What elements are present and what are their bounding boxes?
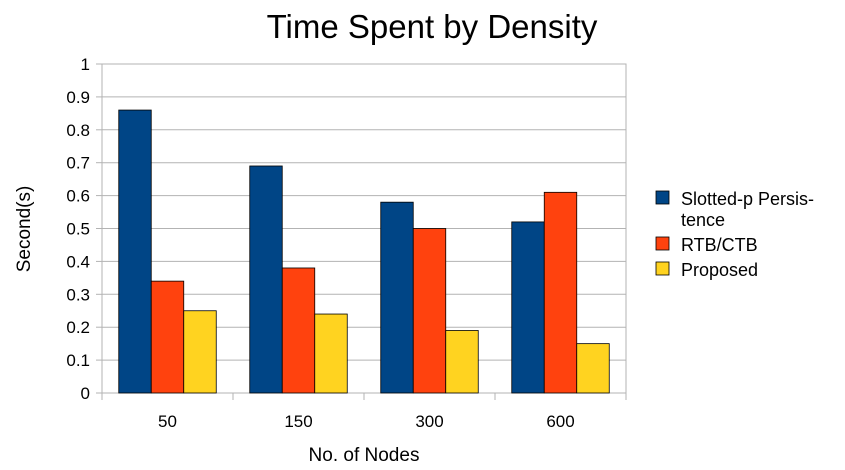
y-tick-label: 0.3 — [66, 285, 90, 304]
y-tick-label: 1 — [81, 55, 90, 74]
bar-proposed-150 — [314, 313, 348, 394]
bar-proposed-600 — [576, 343, 610, 394]
y-tick-label: 0.8 — [66, 121, 90, 140]
bar-proposed-50 — [183, 310, 217, 394]
y-tick-label: 0.6 — [66, 187, 90, 206]
x-tick-label: 50 — [158, 412, 177, 431]
y-tick-label: 0.1 — [66, 351, 90, 370]
bar-rtb-ctb-150 — [281, 267, 316, 394]
axes — [96, 63, 627, 400]
x-tick-label: 300 — [415, 412, 443, 431]
y-tick-label: 0.4 — [66, 252, 90, 271]
y-tick-label: 0.9 — [66, 88, 90, 107]
y-axis-title: Second(s) — [14, 186, 35, 273]
legend-swatch-proposed — [655, 261, 670, 276]
bar-proposed-300 — [445, 330, 479, 394]
bar-rtb-ctb-300 — [412, 228, 447, 394]
y-tick-label: 0.7 — [66, 154, 90, 173]
bar-slotted-p-persistence-50 — [118, 109, 152, 394]
x-tick-label: 600 — [546, 412, 574, 431]
y-tick-label: 0.2 — [66, 318, 90, 337]
bar-slotted-p-persistence-600 — [511, 221, 545, 394]
y-tick-label: 0.5 — [66, 220, 90, 239]
legend-label-proposed: Proposed — [681, 260, 758, 280]
bar-slotted-p-persistence-300 — [380, 201, 414, 394]
y-tick-labels: 0 0.1 0.2 0.3 0.4 0.5 0.6 0.7 0.8 0.9 1 — [66, 55, 90, 403]
bar-rtb-ctb-50 — [150, 280, 185, 394]
x-tick-labels: 50 150 300 600 — [158, 412, 575, 431]
y-tick-label: 0 — [81, 384, 90, 403]
bar-slotted-p-persistence-150 — [249, 165, 283, 394]
legend: Slotted-p Persis-tence RTB/CTB Proposed — [655, 189, 814, 280]
legend-label-rtb-ctb: RTB/CTB — [681, 235, 758, 255]
x-axis-title: No. of Nodes — [309, 445, 420, 466]
x-tick-label: 150 — [284, 412, 312, 431]
chart-title: Time Spent by Density — [267, 8, 598, 45]
legend-label-slotted-p-persistence: tence — [681, 210, 725, 230]
legend-swatch-slotted-p-persistence — [655, 190, 670, 205]
bar-rtb-ctb-600 — [543, 191, 578, 394]
legend-swatch-rtb-ctb — [655, 236, 670, 251]
legend-label-slotted-p-persistence: Slotted-p Persis- — [681, 189, 814, 209]
bars — [118, 109, 610, 394]
